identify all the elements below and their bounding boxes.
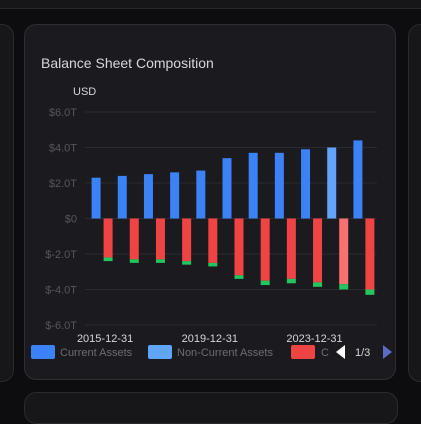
- legend-next-arrow-icon[interactable]: [383, 345, 392, 359]
- bar-negative[interactable]: [208, 218, 218, 263]
- bar-negative[interactable]: [365, 289, 375, 295]
- bar-positive[interactable]: [353, 140, 363, 219]
- legend-label-current-assets[interactable]: Current Assets: [60, 347, 133, 359]
- bar-negative[interactable]: [339, 284, 349, 290]
- y-tick-label: $-2.0T: [45, 249, 77, 261]
- bar-negative[interactable]: [182, 261, 192, 265]
- bar-negative[interactable]: [182, 218, 192, 262]
- y-tick-label: $0: [65, 214, 77, 226]
- legend-swatch-c: [291, 345, 315, 359]
- bar-negative[interactable]: [234, 275, 244, 279]
- bar-positive[interactable]: [274, 152, 284, 219]
- bottom-adjacent-card: [24, 392, 398, 424]
- legend-label-non-current-assets[interactable]: Non-Current Assets: [177, 347, 273, 359]
- balance-sheet-card: Balance Sheet Composition $6.0T $4.0T $2.0…: [24, 24, 396, 380]
- y-tick-label: $-4.0T: [45, 285, 77, 297]
- bar-negative[interactable]: [339, 218, 349, 285]
- legend-prev-arrow-icon[interactable]: [336, 345, 345, 359]
- bar-negative[interactable]: [286, 278, 296, 284]
- balance-sheet-chart: $6.0T $4.0T $2.0T $0 $-2.0T $-4.0T $-6.0T 2015…: [31, 86, 392, 359]
- right-adjacent-card: [408, 24, 421, 382]
- bar-positive[interactable]: [196, 170, 206, 219]
- x-tick-label: 2023-12-31: [286, 333, 342, 345]
- bar-negative[interactable]: [260, 218, 270, 281]
- top-strip: [0, 0, 421, 9]
- bar-positive[interactable]: [91, 177, 101, 219]
- bar-positive[interactable]: [222, 158, 232, 219]
- x-tick-label: 2019-12-31: [182, 333, 238, 345]
- left-adjacent-card: [0, 24, 14, 382]
- bar-negative[interactable]: [365, 218, 375, 290]
- unit-label: USD: [73, 86, 96, 98]
- bar-positive[interactable]: [301, 149, 311, 219]
- bar-negative[interactable]: [286, 218, 296, 279]
- y-tick-label: $2.0T: [49, 178, 77, 190]
- x-tick-labels: 2015-12-31 2019-12-31 2023-12-31: [77, 333, 343, 345]
- bar-negative[interactable]: [313, 282, 323, 287]
- legend: Current Assets Non-Current Assets C 1/3: [31, 345, 392, 359]
- x-tick-label: 2015-12-31: [77, 333, 133, 345]
- legend-swatch-current-assets: [31, 345, 55, 359]
- bar-positive[interactable]: [248, 152, 258, 219]
- legend-swatch-non-current-assets: [148, 345, 172, 359]
- bar-positive[interactable]: [143, 174, 153, 219]
- legend-page-indicator: 1/3: [355, 347, 370, 359]
- bar-positive[interactable]: [117, 175, 127, 219]
- bar-positive[interactable]: [327, 147, 337, 219]
- chart-title: Balance Sheet Composition: [41, 55, 214, 71]
- bar-negative[interactable]: [313, 218, 323, 283]
- bar-negative[interactable]: [129, 218, 139, 260]
- bar-positive[interactable]: [170, 172, 180, 219]
- bar-negative[interactable]: [208, 262, 218, 267]
- y-tick-label: $4.0T: [49, 143, 77, 155]
- bar-negative[interactable]: [103, 257, 113, 262]
- y-tick-labels: $6.0T $4.0T $2.0T $0 $-2.0T $-4.0T $-6.0T: [45, 107, 77, 332]
- bar-negative[interactable]: [260, 280, 270, 286]
- bar-negative[interactable]: [234, 218, 244, 276]
- legend-label-c[interactable]: C: [321, 347, 329, 359]
- bar-negative[interactable]: [155, 259, 165, 263]
- bar-negative[interactable]: [103, 218, 113, 258]
- bar-negative[interactable]: [155, 218, 165, 260]
- bar-negative[interactable]: [129, 259, 139, 263]
- y-tick-label: $-6.0T: [45, 320, 77, 332]
- bars: [91, 140, 375, 295]
- y-tick-label: $6.0T: [49, 107, 77, 119]
